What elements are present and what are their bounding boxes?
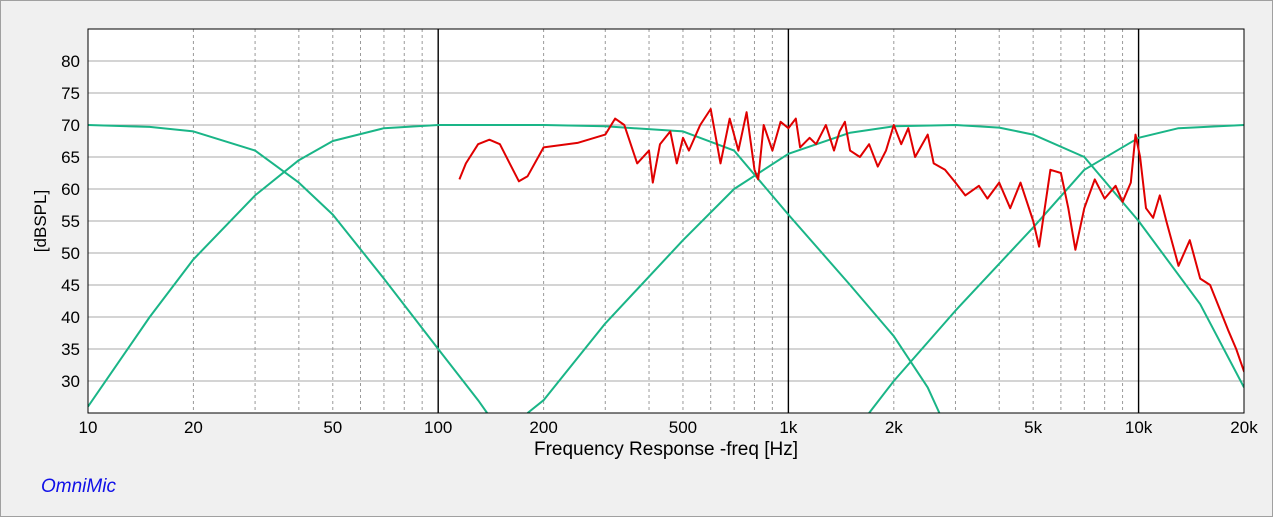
brand-label: OmniMic (41, 476, 116, 497)
y-tick-label: 60 (61, 180, 80, 199)
y-tick-label: 75 (61, 84, 80, 103)
x-tick-label: 20k (1230, 418, 1258, 437)
y-tick-label: 30 (61, 372, 80, 391)
measured-response-line (458, 108, 1244, 373)
plot-border (87, 28, 1245, 414)
filter-curve-line (88, 124, 489, 413)
y-tick-label: 40 (61, 308, 80, 327)
x-tick-label: 1k (779, 418, 797, 437)
y-axis-label: [dBSPL] (31, 190, 50, 252)
y-tick-label: 55 (61, 212, 80, 231)
x-tick-label: 500 (669, 418, 697, 437)
y-tick-label: 70 (61, 116, 80, 135)
filter-curve-line (868, 124, 1244, 413)
series-layer (88, 108, 1244, 413)
x-tick-label: 2k (885, 418, 903, 437)
x-tick-labels: 10 20 50 100 200 500 1k 2k 5k 10k 20k (79, 418, 1259, 437)
y-tick-label: 65 (61, 148, 80, 167)
x-tick-label: 20 (184, 418, 203, 437)
x-tick-label: 50 (323, 418, 342, 437)
y-tick-label: 35 (61, 340, 80, 359)
y-tick-labels: 30 35 40 45 50 55 60 65 70 75 80 (61, 52, 80, 391)
y-tick-label: 45 (61, 276, 80, 295)
x-tick-label: 10 (79, 418, 98, 437)
x-axis-label: Frequency Response -freq [Hz] (534, 439, 798, 460)
x-tick-label: 100 (424, 418, 452, 437)
x-tick-label: 200 (529, 418, 557, 437)
x-tick-label: 5k (1024, 418, 1042, 437)
y-tick-label: 80 (61, 52, 80, 71)
filter-curve-line (88, 124, 941, 413)
x-tick-label: 10k (1125, 418, 1153, 437)
y-tick-label: 50 (61, 244, 80, 263)
